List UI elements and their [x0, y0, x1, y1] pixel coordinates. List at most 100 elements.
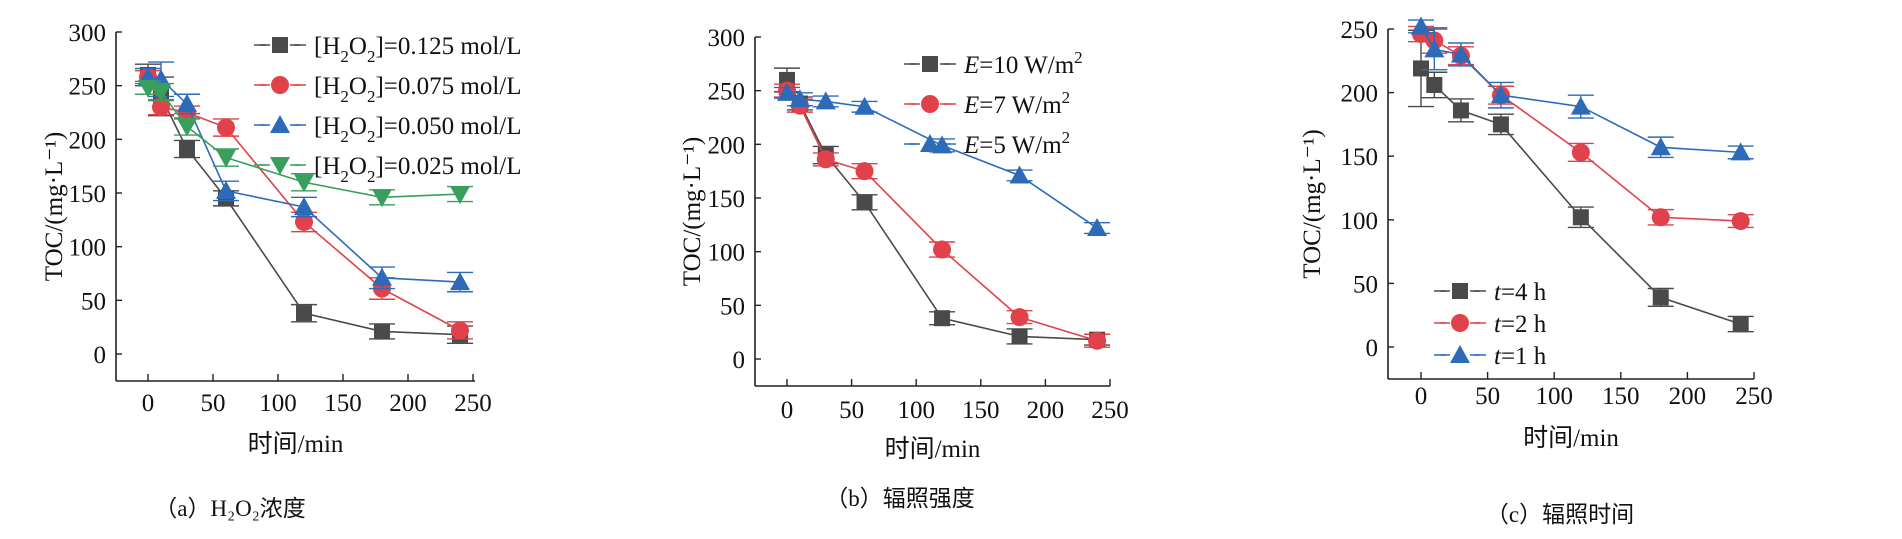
- y-tick-label: 100: [1341, 208, 1379, 235]
- data-point: [777, 82, 797, 101]
- data-point: [1411, 16, 1431, 35]
- legend-item: t=4 h: [1434, 279, 1547, 306]
- data-point: [296, 305, 312, 322]
- legend-label-part: O: [349, 33, 367, 60]
- legend-label-part: E: [963, 52, 979, 79]
- data-point: [177, 118, 197, 137]
- legend-marker: [1452, 283, 1468, 299]
- y-tick-label: 250: [1341, 17, 1379, 44]
- x-tick-label: 150: [962, 397, 1000, 424]
- legend-label-part: =7 W/m: [979, 92, 1062, 119]
- data-point: [1010, 308, 1029, 327]
- legend-label: t=1 h: [1494, 343, 1547, 370]
- x-axis-label: 时间/min: [885, 435, 981, 463]
- data-point: [1087, 218, 1108, 237]
- data-point: [216, 149, 236, 168]
- legend-label-part: O: [349, 73, 367, 100]
- y-tick-label: 200: [69, 127, 107, 154]
- x-tick-label: 200: [389, 390, 427, 417]
- legend-label: [H2O2]=0.075 mol/L: [314, 73, 522, 106]
- data-point: [1492, 116, 1509, 133]
- legend-label-part: [H: [314, 33, 340, 60]
- y-tick-label: 50: [81, 288, 106, 315]
- legend-label-part: 2: [1062, 128, 1071, 147]
- legend-label-part: 2: [367, 47, 376, 66]
- series-t=4 h: [1408, 29, 1754, 333]
- x-tick-label: 200: [1669, 383, 1707, 410]
- legend-label-part: 2: [340, 47, 349, 66]
- legend-label-part: ]=0.050 mol/L: [375, 113, 521, 140]
- data-point: [451, 321, 469, 340]
- data-point: [1731, 212, 1750, 231]
- data-point: [152, 98, 170, 117]
- data-point: [934, 310, 951, 327]
- legend-marker: [922, 56, 938, 72]
- y-axis-label: TOC/(mg·L⁻¹): [679, 137, 706, 286]
- y-tick-label: 250: [708, 79, 746, 106]
- y-tick-label: 50: [720, 293, 745, 320]
- y-tick-label: 100: [69, 235, 107, 262]
- x-tick-label: 100: [1535, 383, 1573, 410]
- data-point: [1011, 328, 1028, 345]
- x-tick-label: 150: [324, 390, 362, 417]
- data-point: [1088, 331, 1107, 350]
- data-point: [151, 84, 171, 103]
- data-point: [295, 212, 313, 231]
- y-tick-label: 150: [69, 181, 107, 208]
- x-tick-label: 0: [781, 397, 794, 424]
- legend-label-part: t: [1494, 311, 1502, 338]
- data-point: [933, 240, 952, 259]
- legend-item: t=1 h: [1434, 343, 1547, 370]
- x-axis-label: 时间/min: [248, 430, 344, 458]
- data-point: [450, 272, 470, 291]
- legend-label: E=7 W/m2: [963, 88, 1070, 119]
- data-point: [1424, 39, 1445, 58]
- y-tick-label: 150: [708, 186, 746, 213]
- legend-label-part: =5 W/m: [979, 132, 1062, 159]
- legend-label-part: 2: [1062, 88, 1071, 107]
- data-point: [217, 118, 235, 137]
- legend-item: E=7 W/m2: [904, 88, 1070, 119]
- chart-panel-a: 0 50 100 150 200 250 300 0 50 100 150 200 250 时间/min T…: [41, 20, 522, 521]
- legend-label-part: [H: [314, 73, 340, 100]
- legend-label-part: 2: [340, 87, 349, 106]
- legend-item: [H2O2]=0.025 mol/L: [254, 153, 522, 186]
- legend-label: t=2 h: [1494, 311, 1547, 338]
- x-tick-label: 50: [1475, 383, 1500, 410]
- x-tick-label: 0: [1415, 383, 1428, 410]
- legend-label-part: E: [963, 132, 979, 159]
- data-point: [1490, 85, 1511, 104]
- x-tick-label: 250: [1735, 383, 1773, 410]
- data-point: [815, 91, 836, 110]
- data-point: [1450, 44, 1471, 63]
- legend-label-part: =10 W/m: [979, 52, 1074, 79]
- y-tick-label: 250: [69, 74, 107, 101]
- legend-label-part: O: [349, 113, 367, 140]
- legend-label-part: ]=0.125 mol/L: [375, 33, 521, 60]
- y-tick-label: 200: [1341, 81, 1379, 108]
- legend-label-part: 2: [1074, 48, 1083, 67]
- y-axis-label: TOC/(mg·L⁻¹): [41, 132, 68, 281]
- legend-label-part: =4 h: [1501, 279, 1547, 306]
- y-tick-label: 0: [1366, 335, 1379, 362]
- legend-marker: [1451, 314, 1469, 332]
- x-tick-label: 100: [897, 397, 935, 424]
- chart-panel-c: 0 50 100 150 200 250 0 50 100 150 200 250 时间/min TOC/…: [1299, 16, 1773, 527]
- legend-marker: [920, 134, 940, 152]
- legend-label: [H2O2]=0.050 mol/L: [314, 113, 522, 146]
- legend-label-part: [H: [314, 113, 340, 140]
- legend-label-part: O: [349, 153, 367, 180]
- legend-label-part: t: [1494, 279, 1502, 306]
- data-point: [816, 150, 835, 169]
- x-axis-label: 时间/min: [1523, 424, 1619, 452]
- legend-item: E=5 W/m2: [904, 128, 1070, 159]
- y-tick-label: 300: [708, 25, 746, 52]
- data-point: [1452, 102, 1469, 119]
- data-point: [1652, 289, 1669, 306]
- data-point: [1426, 76, 1443, 93]
- x-tick-label: 250: [1091, 397, 1129, 424]
- data-point: [1732, 316, 1749, 333]
- x-tick-label: 100: [259, 390, 297, 417]
- legend-item: t=2 h: [1434, 311, 1547, 338]
- data-point: [294, 196, 314, 215]
